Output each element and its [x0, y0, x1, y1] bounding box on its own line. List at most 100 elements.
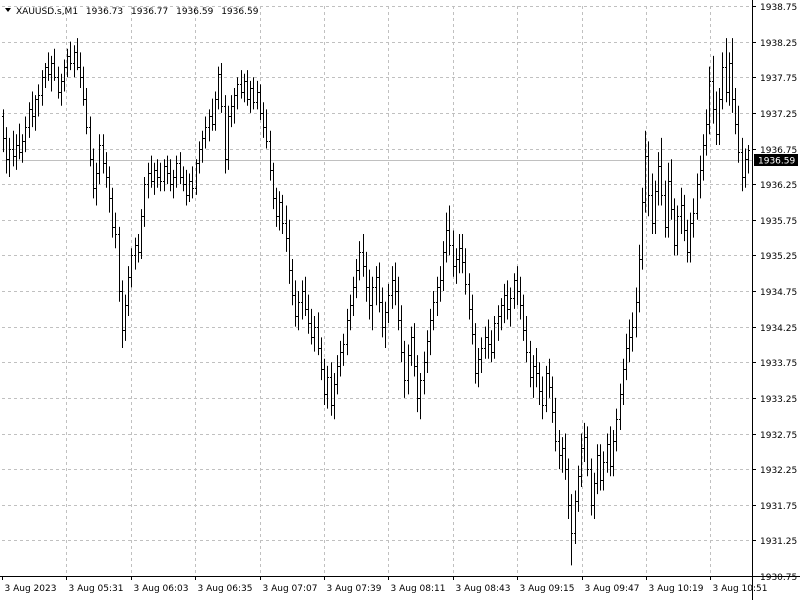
ohlc-bar [452, 230, 455, 277]
price-tick-label: 1930.75 [760, 573, 797, 583]
ohlc-bar [69, 41, 72, 71]
price-tick-label: 1936.75 [760, 146, 797, 156]
ohlc-bar [570, 494, 573, 566]
ohlc-bar [647, 141, 650, 217]
ohlc-bar [686, 219, 689, 263]
ohlc-bar [175, 155, 178, 188]
ohlc-bars [2, 38, 750, 566]
price-tick-label: 1934.75 [760, 288, 797, 298]
price-tick-label: 1938.75 [760, 3, 797, 13]
ohlc-bar [2, 109, 5, 153]
ohlc-bar [31, 91, 34, 128]
ohlc-bar [651, 173, 654, 234]
ohlc-bar [188, 173, 191, 202]
ohlc-bar [163, 159, 166, 192]
ohlc-bar [291, 258, 294, 306]
ohlc-bar [387, 283, 390, 324]
ohlc-bar [689, 212, 692, 263]
symbol-dropdown-triangle-icon[interactable] [5, 8, 11, 12]
time-tick-label: 3 Aug 2023 [5, 584, 57, 594]
ohlc-bar [445, 212, 448, 263]
ohlc-bar [692, 198, 695, 238]
ohlc-bar [307, 294, 310, 334]
ohlc-bar [725, 38, 728, 103]
ohlc-bar [525, 315, 528, 363]
ohlc-bar [278, 191, 281, 231]
ohlc-bar [21, 134, 24, 163]
ohlc-bar [320, 337, 323, 381]
ohlc-bar [484, 326, 487, 359]
ohlc-bar [208, 109, 211, 142]
ohlc-bar [288, 219, 291, 284]
ohlc-bar [436, 276, 439, 316]
ohlc-bar [612, 429, 615, 477]
ohlc-bar [169, 159, 172, 192]
ohlc-bar [490, 330, 493, 363]
ohlc-bar [24, 116, 27, 153]
ohlc-bar [371, 276, 374, 331]
ohlc-bar [702, 134, 705, 181]
ohlc-bar [317, 312, 320, 356]
bid-price-label-text: 1936.59 [758, 157, 795, 167]
ohlc-bar [548, 358, 551, 398]
ohlc-bar [108, 166, 111, 213]
ohlc-bar [217, 66, 220, 110]
ohlc-bar [179, 152, 182, 185]
ohlc-bar [227, 105, 230, 170]
ohlc-bar [185, 169, 188, 206]
ohlc-bar [397, 276, 400, 331]
time-tick-label: 3 Aug 05:31 [69, 584, 124, 594]
ohlc-bar [439, 266, 442, 302]
ohlc-bar [79, 52, 82, 88]
ohlc-bar [718, 87, 721, 145]
ohlc-bar [464, 248, 467, 295]
bid-price-label: 1936.59 [754, 154, 798, 167]
ohlc-bar [545, 365, 548, 413]
price-tick-label: 1933.25 [760, 395, 797, 405]
ohlc-bar [265, 109, 268, 149]
ohlc-bar [590, 458, 593, 516]
ohlc-bar [121, 280, 124, 348]
ohlc-bar [153, 162, 156, 195]
ohlc-bar [574, 490, 577, 544]
ohlc-bar [564, 433, 567, 480]
ohlc-bar [191, 166, 194, 199]
price-tick-label: 1935.75 [760, 217, 797, 227]
ohlc-bar [326, 365, 329, 409]
ohlc-bar [323, 358, 326, 405]
ohlc-bar [699, 155, 702, 199]
ohlc-bar [124, 294, 127, 341]
ohlc-bar [519, 276, 522, 320]
ohlc-bar [522, 294, 525, 341]
ohlc-bar [182, 166, 185, 192]
ohlc-bar [346, 308, 349, 356]
price-tick-label: 1937.25 [760, 110, 797, 120]
ohlc-bar [664, 180, 667, 238]
ohlc-bar [195, 159, 198, 195]
ohlc-bar [118, 226, 121, 302]
ohlc-bar [275, 187, 278, 227]
ohlc-bar [134, 237, 137, 270]
open-price: 1936.73 [86, 7, 123, 17]
price-tick-label: 1934.25 [760, 324, 797, 334]
ohlc-bar [577, 465, 580, 512]
ohlc-bar [285, 205, 288, 252]
ohlc-bar [654, 180, 657, 234]
ohlc-bar [513, 273, 516, 309]
ohlc-bar [214, 91, 217, 131]
ohlc-bar [529, 340, 532, 388]
low-price: 1936.59 [176, 7, 213, 17]
ohlc-bar [130, 248, 133, 288]
ohlc-bar [98, 134, 101, 185]
chart-header-text: XAUUSD.s,M1 1936.73 1936.77 1936.59 1936… [16, 7, 259, 17]
ohlc-bar [474, 323, 477, 384]
ohlc-bar [705, 109, 708, 156]
ohlc-bar [480, 337, 483, 373]
time-tick-label: 3 Aug 06:35 [198, 584, 253, 594]
ohlc-bar [407, 344, 410, 395]
ohlc-bar [230, 95, 233, 128]
ohlc-bar [426, 330, 429, 373]
time-tick-label: 3 Aug 08:11 [391, 584, 446, 594]
